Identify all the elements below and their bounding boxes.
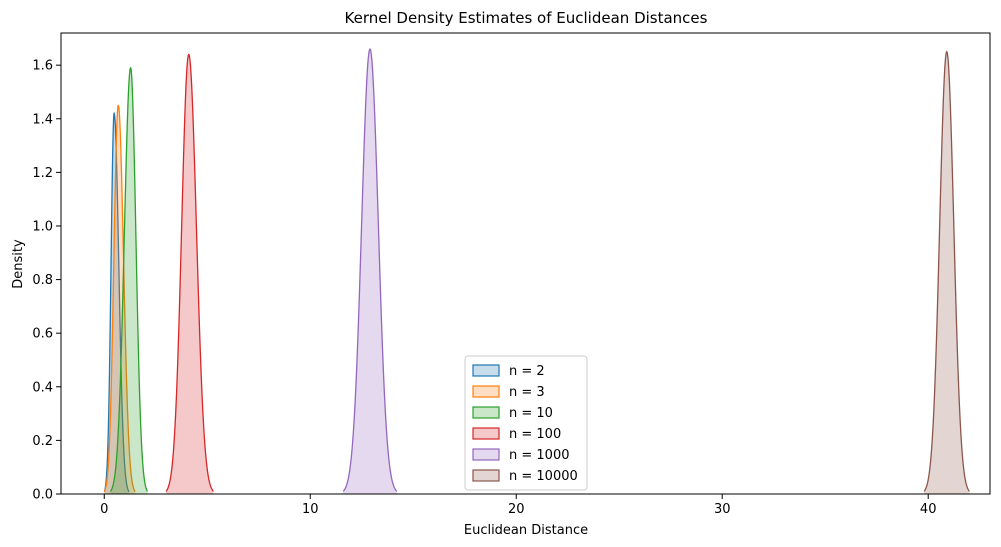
y-tick-label-6: 1.2 bbox=[32, 166, 53, 181]
density-line-series-0 bbox=[103, 111, 130, 493]
legend: n = 2 n = 3 n = 10 n = 100 n = 1000 n = 10000 bbox=[464, 355, 588, 491]
y-tick-label-3: 0.6 bbox=[32, 327, 53, 342]
legend-label-4: n = 1000 bbox=[509, 448, 569, 463]
y-tick-label-1: 0.2 bbox=[32, 434, 53, 449]
chart-title: Kernel Density Estimates of Euclidean Di… bbox=[345, 9, 708, 27]
plot-frame bbox=[60, 32, 991, 495]
legend-label-3: n = 100 bbox=[509, 427, 561, 442]
x-tick-label-2: 20 bbox=[508, 502, 525, 517]
legend-box bbox=[464, 355, 588, 491]
legend-label-1: n = 3 bbox=[509, 385, 545, 400]
density-curves bbox=[103, 47, 970, 495]
legend-swatch-5 bbox=[472, 469, 500, 482]
x-tick-label-4: 40 bbox=[920, 502, 937, 517]
density-area-series-1 bbox=[104, 105, 136, 494]
legend-label-5: n = 10000 bbox=[509, 469, 578, 484]
y-axis: 0.0 0.2 0.4 0.6 0.8 1.0 1.2 1.4 1.6 bbox=[32, 59, 61, 503]
density-area-series-2 bbox=[110, 67, 148, 495]
x-tick-label-1: 10 bbox=[302, 502, 319, 517]
density-line-series-5 bbox=[923, 50, 970, 492]
y-axis-title: Density bbox=[11, 239, 26, 289]
y-tick-label-8: 1.6 bbox=[32, 59, 53, 74]
density-area-series-3 bbox=[166, 54, 214, 495]
density-line-series-3 bbox=[165, 53, 214, 492]
legend-label-2: n = 10 bbox=[509, 406, 553, 421]
x-axis-title: Euclidean Distance bbox=[464, 523, 588, 538]
density-line-series-2 bbox=[109, 66, 149, 492]
legend-swatch-4 bbox=[472, 448, 500, 461]
x-tick-label-0: 0 bbox=[100, 502, 108, 517]
legend-swatch-1 bbox=[472, 385, 500, 398]
legend-swatch-0 bbox=[472, 364, 500, 377]
legend-label-0: n = 2 bbox=[509, 364, 545, 379]
legend-swatch-2 bbox=[472, 406, 500, 419]
y-tick-label-4: 0.8 bbox=[32, 273, 53, 288]
y-tick-label-7: 1.4 bbox=[32, 112, 53, 127]
legend-swatch-3 bbox=[472, 427, 500, 440]
x-axis: 0 10 20 30 40 bbox=[100, 494, 936, 517]
y-tick-label-5: 1.0 bbox=[32, 219, 53, 234]
x-tick-label-3: 30 bbox=[714, 502, 731, 517]
density-line-series-4 bbox=[342, 47, 398, 492]
y-tick-label-0: 0.0 bbox=[32, 488, 53, 503]
y-tick-label-2: 0.4 bbox=[32, 380, 53, 395]
density-line-series-1 bbox=[103, 104, 136, 493]
